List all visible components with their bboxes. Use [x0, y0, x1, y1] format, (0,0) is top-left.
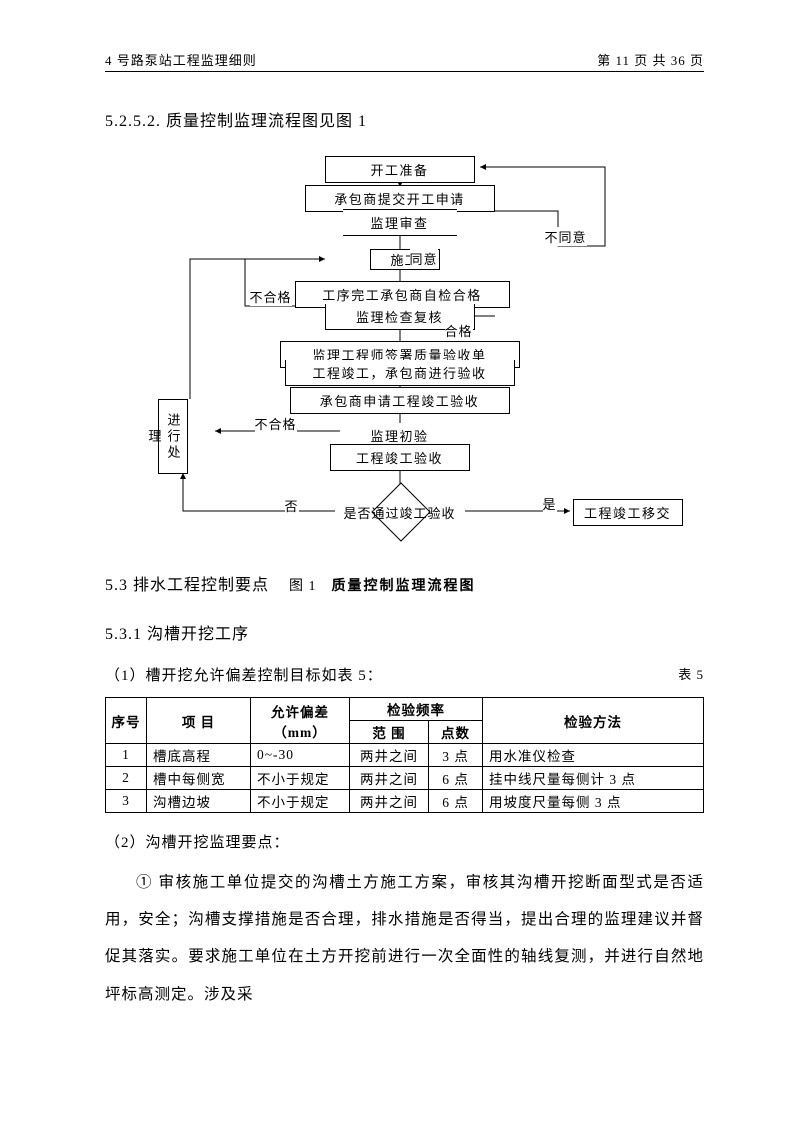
- col-method: 检验方法: [483, 698, 704, 744]
- cell: 两井之间: [350, 767, 429, 790]
- para-2: （2）沟槽开挖监理要点：: [105, 831, 704, 852]
- heading-53: 5.3 排水工程控制要点: [105, 571, 269, 595]
- heading-5252: 5.2.5.2. 质量控制监理流程图见图 1: [105, 107, 704, 131]
- heading-531: 5.3.1 沟槽开挖工序: [105, 620, 704, 644]
- table-row: 2 槽中每侧宽 不小于规定 两井之间 6 点 挂中线尺量每侧计 3 点: [106, 767, 704, 790]
- table-header-row: 序号 项 目 允许偏差（mm） 检验频率 检验方法: [106, 698, 704, 721]
- cell: 6 点: [429, 790, 483, 813]
- table-5-label: 表 5: [678, 664, 704, 683]
- decision-label: 是否通过竣工验收: [325, 503, 475, 522]
- cell: 沟槽边坡: [147, 790, 251, 813]
- cell: 3 点: [429, 744, 483, 767]
- col-item: 项 目: [147, 698, 251, 744]
- cell: 2: [106, 767, 147, 790]
- cell: 槽中每侧宽: [147, 767, 251, 790]
- col-tol: 允许偏差（mm）: [251, 698, 350, 744]
- section-53-line: 5.3 排水工程控制要点 图 1 质量控制监理流程图: [105, 571, 704, 595]
- label-disagree: 不同意: [545, 227, 587, 246]
- node-apply-final: 承包商申请工程竣工验收: [290, 387, 510, 414]
- label-no: 否: [285, 496, 299, 515]
- cell: 两井之间: [350, 744, 429, 767]
- cell: 挂中线尺量每侧计 3 点: [483, 767, 704, 790]
- col-seq: 序号: [106, 698, 147, 744]
- label-fail1: 不合格: [250, 287, 292, 306]
- cell: 用坡度尺量每侧 3 点: [483, 790, 704, 813]
- figure-title: 质量控制监理流程图: [332, 575, 476, 595]
- node-review: 监理审查: [343, 209, 457, 236]
- col-freq: 检验频率: [350, 698, 483, 721]
- cell: 6 点: [429, 767, 483, 790]
- node-final-accept: 工程竣工验收: [330, 444, 470, 471]
- cell: 两井之间: [350, 790, 429, 813]
- label-agree: 同意: [410, 249, 438, 268]
- header-right: 第 11 页 共 36 页: [597, 50, 704, 69]
- cell: 不小于规定: [251, 767, 350, 790]
- label-fail2: 不合格: [255, 414, 297, 433]
- cell: 不小于规定: [251, 790, 350, 813]
- para-1: （1）槽开挖允许偏差控制目标如表 5： 表 5: [105, 664, 704, 685]
- label-yes: 是: [543, 494, 557, 513]
- col-range: 范 围: [350, 721, 429, 744]
- node-start: 开工准备: [325, 156, 475, 183]
- para-1-text: （1）槽开挖允许偏差控制目标如表 5：: [105, 668, 383, 684]
- node-handover: 工程竣工移交: [573, 499, 683, 526]
- flowchart: 开工准备 承包商提交开工申请 监理审查 施工 工序完工承包商自检合格 监理检查复…: [125, 151, 685, 551]
- header-left: 4 号路泵站工程监理细则: [105, 50, 257, 69]
- col-count: 点数: [429, 721, 483, 744]
- node-submit: 承包商提交开工申请: [305, 185, 495, 212]
- cell: 0~-30: [251, 744, 350, 767]
- cell: 3: [106, 790, 147, 813]
- node-contractor-accept: 工程竣工，承包商进行验收: [285, 360, 515, 386]
- body-paragraph: ① 审核施工单位提交的沟槽土方施工方案，审核其沟槽开挖断面型式是否适用，安全；沟…: [105, 864, 704, 1013]
- page: 4 号路泵站工程监理细则 第 11 页 共 36 页 5.2.5.2. 质量控制…: [0, 0, 794, 1123]
- node-handle: 进行处理: [158, 399, 188, 474]
- table-5: 序号 项 目 允许偏差（mm） 检验频率 检验方法 范 围 点数 1 槽底高程 …: [105, 697, 704, 813]
- figure-label: 图 1: [289, 575, 317, 595]
- label-pass1: 合格: [445, 321, 473, 340]
- cell: 用水准仪检查: [483, 744, 704, 767]
- cell: 槽底高程: [147, 744, 251, 767]
- table-row: 1 槽底高程 0~-30 两井之间 3 点 用水准仪检查: [106, 744, 704, 767]
- table-row: 3 沟槽边坡 不小于规定 两井之间 6 点 用坡度尺量每侧 3 点: [106, 790, 704, 813]
- page-header: 4 号路泵站工程监理细则 第 11 页 共 36 页: [105, 50, 704, 72]
- cell: 1: [106, 744, 147, 767]
